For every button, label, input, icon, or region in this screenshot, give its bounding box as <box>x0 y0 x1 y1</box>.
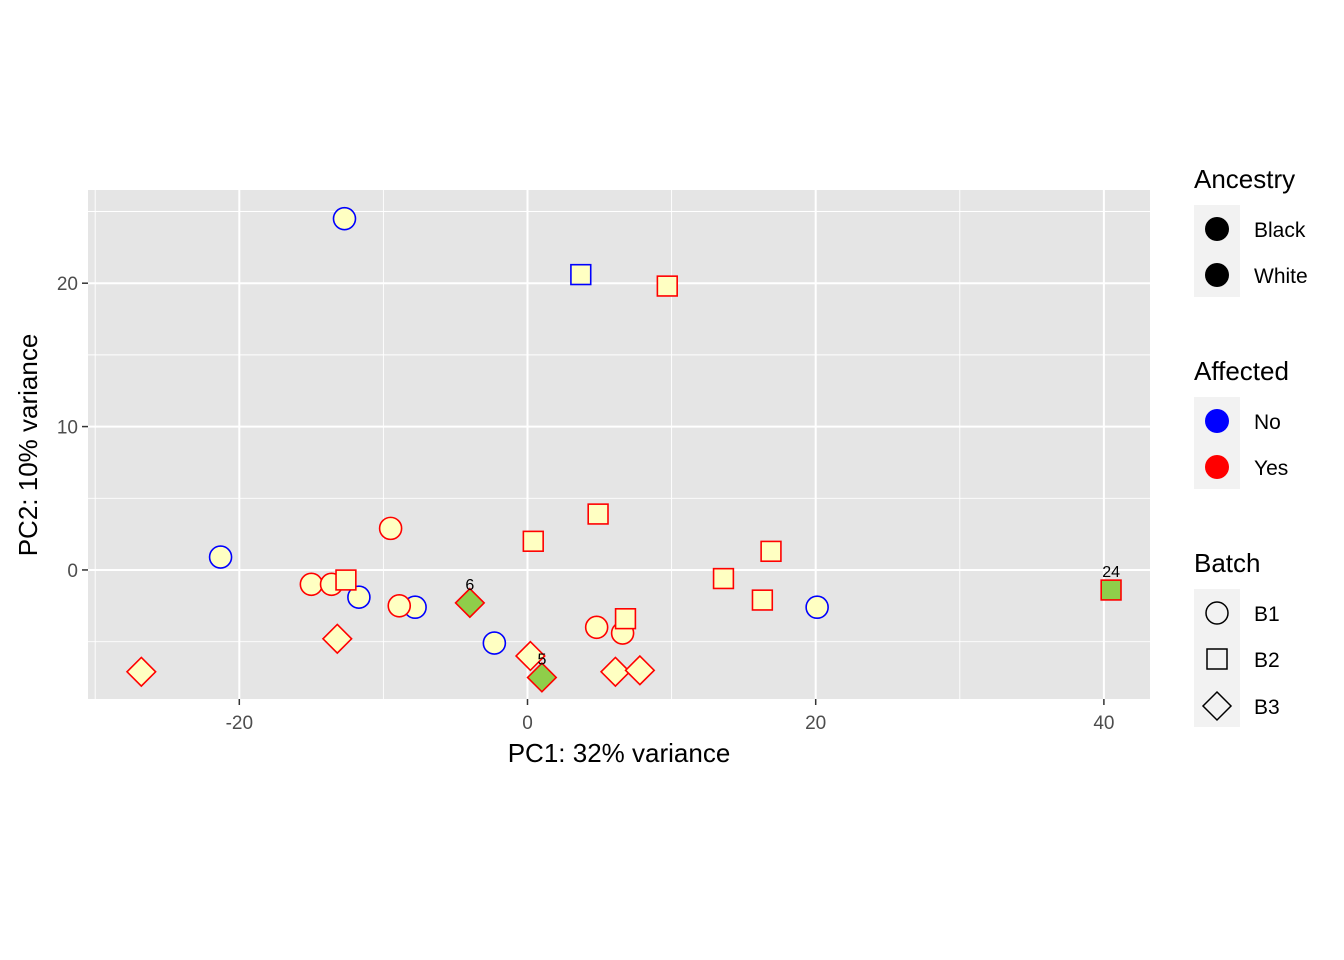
legend-ancestry: Ancestry Black White <box>1194 164 1308 297</box>
x-tick-label: 20 <box>805 713 826 734</box>
legend-batch: Batch B1 B2 B3 <box>1194 548 1280 727</box>
data-point-square <box>712 567 735 590</box>
data-point-circle <box>208 545 233 569</box>
legend-label-ancestry-white: White <box>1254 265 1308 288</box>
legend-label-ancestry-black: Black <box>1254 219 1306 242</box>
x-tick-label: 40 <box>1093 713 1114 734</box>
data-point-diamond <box>599 656 631 688</box>
data-point-square <box>335 569 357 591</box>
y-axis-title: PC2: 10% variance <box>13 334 43 557</box>
y-axis-ticks: 0 10 20 <box>57 274 88 582</box>
data-point-square <box>570 263 592 286</box>
legend-key-batch-b1-circle-icon <box>1205 601 1229 625</box>
data-point-label: 5 <box>537 651 546 668</box>
x-axis-title: PC1: 32% variance <box>508 738 731 768</box>
legend-label-batch-b3: B3 <box>1254 696 1280 719</box>
legend-title-affected: Affected <box>1194 356 1289 386</box>
data-point-square <box>587 503 609 525</box>
legend: Ancestry Black White Affected No Yes Bat… <box>1194 164 1308 727</box>
y-tick-label: 0 <box>67 561 78 582</box>
legend-key-affected-yes <box>1205 455 1229 479</box>
legend-label-affected-no: No <box>1254 411 1281 434</box>
data-point-circle <box>584 615 609 640</box>
legend-key-affected-no <box>1205 409 1229 433</box>
data-point-diamond <box>514 640 546 672</box>
data-point-square <box>751 589 774 611</box>
data-point-circle <box>378 516 403 541</box>
data-point-square <box>522 530 544 552</box>
x-axis-ticks: -20 0 20 40 <box>226 699 1114 734</box>
legend-affected: Affected No Yes <box>1194 356 1289 489</box>
data-point-label: 24 <box>1102 564 1120 581</box>
point-labels: 24 6 5 <box>465 564 1120 668</box>
data-point-square <box>1100 579 1122 601</box>
legend-key-ancestry-white <box>1205 263 1229 287</box>
data-point-diamond <box>125 656 157 688</box>
data-point-circle <box>347 585 371 610</box>
legend-title-batch: Batch <box>1194 548 1261 578</box>
legend-label-batch-b2: B2 <box>1254 649 1280 672</box>
legend-label-affected-yes: Yes <box>1254 457 1288 480</box>
data-point-label: 6 <box>465 577 474 594</box>
data-point-diamond <box>624 654 656 686</box>
legend-key-bg-batch <box>1194 589 1240 727</box>
data-point-diamond <box>526 662 558 693</box>
data-point-diamond <box>454 587 486 619</box>
minor-gridlines <box>88 190 1150 699</box>
y-tick-label: 20 <box>57 274 78 295</box>
data-point-diamond <box>321 623 353 655</box>
y-tick-label: 10 <box>57 418 78 439</box>
legend-title-ancestry: Ancestry <box>1194 164 1295 194</box>
legend-label-batch-b1: B1 <box>1254 603 1280 626</box>
x-tick-label: 0 <box>522 713 533 734</box>
data-point-circle <box>482 631 507 655</box>
data-point-circle <box>387 594 412 618</box>
data-point-square <box>656 275 678 297</box>
legend-key-batch-b3-diamond-icon <box>1201 690 1233 722</box>
data-point-circle <box>299 572 324 597</box>
legend-key-ancestry-black <box>1205 217 1229 241</box>
legend-key-batch-b2-square-icon <box>1206 648 1228 670</box>
data-points <box>125 206 1122 693</box>
data-point-circle <box>805 595 829 620</box>
data-point-square <box>760 540 782 563</box>
data-point-circle <box>332 206 357 231</box>
x-tick-label: -20 <box>226 713 253 734</box>
data-point-square <box>614 608 637 630</box>
